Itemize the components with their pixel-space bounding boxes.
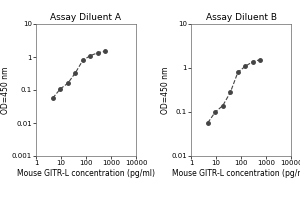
Title: Assay Diluent A: Assay Diluent A [50, 13, 122, 22]
Y-axis label: OD=450 nm: OD=450 nm [1, 66, 10, 114]
X-axis label: Mouse GITR-L concentration (pg/ml): Mouse GITR-L concentration (pg/ml) [17, 169, 155, 178]
Y-axis label: OD=450 nm: OD=450 nm [161, 66, 170, 114]
Title: Assay Diluent B: Assay Diluent B [206, 13, 277, 22]
X-axis label: Mouse GITR-L concentration (pg/ml): Mouse GITR-L concentration (pg/ml) [172, 169, 300, 178]
